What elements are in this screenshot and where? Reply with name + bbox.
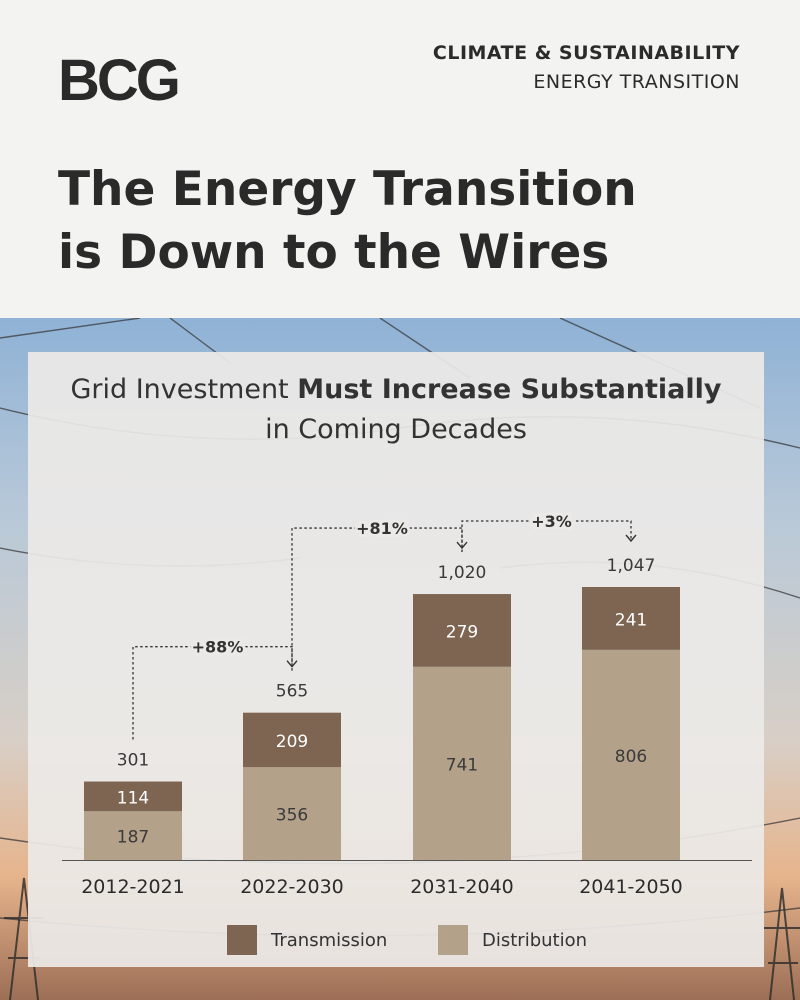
bar-distribution-2022-2030 bbox=[243, 767, 341, 860]
page-title-line-2: is Down to the Wires bbox=[58, 225, 610, 280]
data-label-distribution: 187 bbox=[117, 828, 149, 848]
data-label-transmission: 279 bbox=[446, 622, 478, 642]
x-tick-label: 2022-2030 bbox=[240, 876, 344, 898]
change-arrowhead bbox=[456, 541, 468, 550]
page-title-line-1: The Energy Transition bbox=[58, 162, 637, 217]
data-label-transmission: 114 bbox=[117, 788, 149, 808]
chart-title-regular: Grid Investment bbox=[70, 374, 298, 405]
data-label-total: 1,047 bbox=[607, 556, 656, 576]
change-connector bbox=[132, 646, 293, 740]
bcg-logo: BCG bbox=[58, 48, 181, 113]
data-label-total: 301 bbox=[117, 751, 149, 771]
data-label-transmission: 241 bbox=[615, 610, 647, 630]
chart-title-line-1: Grid Investment Must Increase Substantia… bbox=[28, 370, 764, 410]
legend-item-distribution: Distribution bbox=[438, 925, 587, 955]
chart-title-bold: Must Increase Substantially bbox=[297, 374, 722, 405]
data-label-distribution: 356 bbox=[276, 806, 308, 826]
bar-transmission-2041-2050 bbox=[582, 587, 680, 650]
legend-label-distribution: Distribution bbox=[482, 929, 588, 951]
subcategory-label: ENERGY TRANSITION bbox=[533, 71, 740, 93]
category-label: CLIMATE & SUSTAINABILITY bbox=[432, 42, 740, 64]
chart-title-line-2: in Coming Decades bbox=[265, 414, 527, 445]
change-connector bbox=[461, 520, 632, 553]
change-label: +81% bbox=[356, 519, 408, 538]
change-label: +88% bbox=[192, 638, 244, 657]
bar-transmission-2031-2040 bbox=[413, 594, 511, 667]
legend-label-transmission: Transmission bbox=[271, 929, 388, 951]
x-tick-label: 2041-2050 bbox=[579, 876, 683, 898]
change-label: +3% bbox=[531, 512, 572, 531]
legend-item-transmission: Transmission bbox=[227, 925, 387, 955]
data-label-total: 565 bbox=[276, 682, 308, 702]
header-area: BCG CLIMATE & SUSTAINABILITY ENERGY TRAN… bbox=[0, 0, 800, 318]
legend-swatch-transmission bbox=[227, 925, 257, 955]
bar-transmission-2022-2030 bbox=[243, 712, 341, 768]
data-label-distribution: 806 bbox=[615, 747, 647, 767]
data-label-total: 1,020 bbox=[438, 563, 487, 583]
bar-distribution-2031-2040 bbox=[413, 666, 511, 860]
data-label-transmission: 209 bbox=[276, 732, 308, 752]
bar-distribution-2012-2021 bbox=[84, 811, 182, 860]
page-title: The Energy Transition is Down to the Wir… bbox=[58, 158, 758, 284]
change-arrowhead bbox=[286, 660, 298, 668]
chart-title: Grid Investment Must Increase Substantia… bbox=[28, 370, 764, 450]
data-label-distribution: 741 bbox=[446, 755, 478, 775]
bar-distribution-2041-2050 bbox=[582, 649, 680, 860]
legend-swatch-distribution bbox=[438, 925, 468, 955]
change-connector bbox=[291, 527, 463, 671]
x-tick-label: 2012-2021 bbox=[81, 876, 185, 898]
bar-transmission-2012-2021 bbox=[84, 781, 182, 812]
change-arrowhead bbox=[625, 534, 637, 543]
x-tick-label: 2031-2040 bbox=[410, 876, 514, 898]
